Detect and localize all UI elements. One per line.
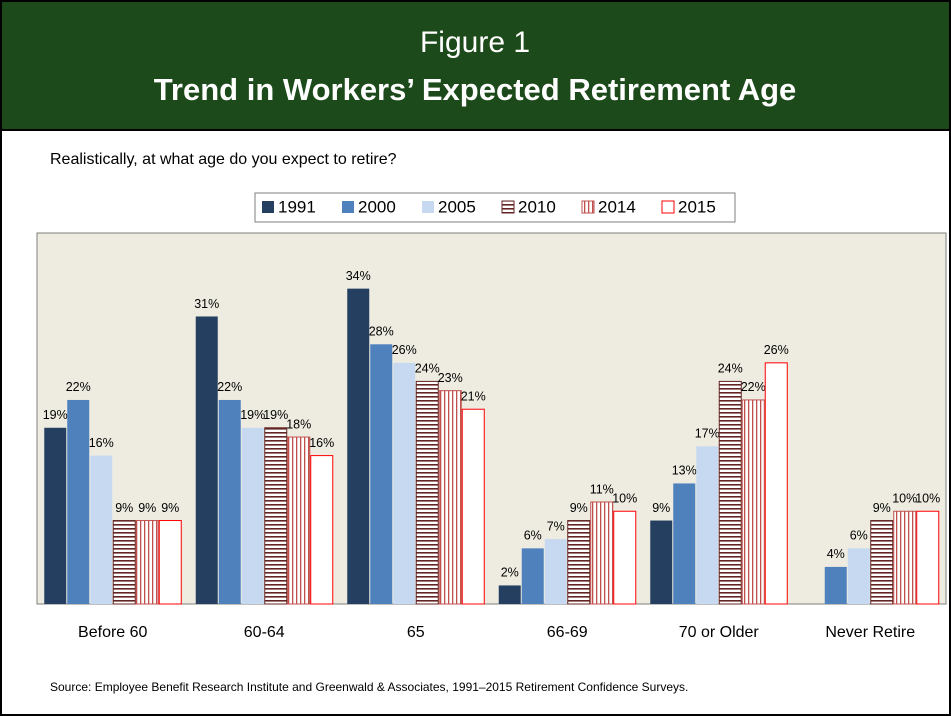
bar xyxy=(521,548,544,604)
bar xyxy=(347,288,370,604)
legend-label: 2014 xyxy=(598,197,636,216)
bar xyxy=(916,510,940,605)
data-label: 9% xyxy=(570,501,588,515)
bar xyxy=(741,399,765,605)
data-label: 19% xyxy=(263,408,288,422)
data-label: 13% xyxy=(672,464,697,478)
bar xyxy=(67,399,90,604)
legend-label: 2005 xyxy=(438,197,476,216)
bar xyxy=(135,520,159,605)
legend-label: 2015 xyxy=(678,197,716,216)
x-tick-label: 66-69 xyxy=(547,624,588,641)
data-label: 18% xyxy=(286,417,311,431)
data-label: 26% xyxy=(392,343,417,357)
legend-label: 2010 xyxy=(518,197,556,216)
data-label: 4% xyxy=(827,547,845,561)
bar xyxy=(544,539,567,604)
data-label: 22% xyxy=(741,380,766,394)
x-tick-label: 70 or Older xyxy=(679,624,760,641)
bar xyxy=(44,427,67,604)
bar xyxy=(241,427,264,604)
bar xyxy=(650,520,673,604)
bar xyxy=(393,362,416,604)
data-label: 6% xyxy=(524,529,542,543)
data-label: 9% xyxy=(652,501,670,515)
data-label: 26% xyxy=(764,343,789,357)
data-label: 23% xyxy=(438,371,463,385)
bar xyxy=(461,408,485,605)
data-label: 9% xyxy=(161,501,179,515)
data-label: 10% xyxy=(892,492,917,506)
legend-label: 2000 xyxy=(358,197,396,216)
data-label: 9% xyxy=(115,501,133,515)
bar xyxy=(847,548,870,604)
source: Source: Employee Benefit Research Instit… xyxy=(50,680,688,694)
bar xyxy=(893,510,917,605)
legend-label: 1991 xyxy=(278,197,316,216)
chart-title: Trend in Workers’ Expected Retirement Ag… xyxy=(154,72,797,107)
bar xyxy=(824,566,847,604)
bar xyxy=(370,344,393,604)
bar xyxy=(718,380,742,605)
data-label: 19% xyxy=(240,408,265,422)
data-label: 16% xyxy=(89,436,114,450)
bar xyxy=(613,510,637,605)
x-tick-label: 65 xyxy=(407,624,425,641)
bar xyxy=(870,520,894,605)
data-label: 34% xyxy=(346,269,371,283)
header xyxy=(0,0,951,131)
bar xyxy=(112,520,136,605)
x-tick-label: 60-64 xyxy=(244,624,285,641)
legend-swatch xyxy=(661,200,675,214)
subtitle: Realistically, at what age do you expect… xyxy=(50,151,397,168)
data-label: 10% xyxy=(612,492,637,506)
x-tick-label: Never Retire xyxy=(825,624,915,641)
data-label: 19% xyxy=(43,408,68,422)
legend-swatch xyxy=(581,200,595,214)
bar xyxy=(90,455,113,604)
data-label: 9% xyxy=(138,501,156,515)
legend-box xyxy=(254,192,736,223)
plot-area xyxy=(36,232,947,605)
bar xyxy=(590,501,614,605)
bar xyxy=(158,520,182,605)
bar xyxy=(764,362,788,605)
bar xyxy=(498,585,521,604)
data-label: 16% xyxy=(309,436,334,450)
legend-swatch xyxy=(342,201,354,213)
data-label: 2% xyxy=(501,566,519,580)
data-label: 17% xyxy=(695,427,720,441)
bar xyxy=(415,380,439,605)
data-label: 28% xyxy=(369,325,394,339)
x-tick-label: Before 60 xyxy=(78,624,147,641)
legend-swatch xyxy=(262,201,274,213)
bar xyxy=(438,390,462,605)
legend-swatch xyxy=(422,201,434,213)
bar xyxy=(310,455,334,605)
data-label: 6% xyxy=(850,529,868,543)
figure-label: Figure 1 xyxy=(420,26,530,59)
data-label: 7% xyxy=(547,519,565,533)
data-label: 24% xyxy=(415,362,440,376)
bar xyxy=(673,483,696,604)
data-label: 9% xyxy=(873,501,891,515)
bar xyxy=(696,446,719,604)
data-label: 31% xyxy=(194,297,219,311)
legend-swatch xyxy=(501,200,515,214)
bar xyxy=(218,399,241,604)
data-label: 22% xyxy=(217,380,242,394)
bar xyxy=(264,427,288,605)
bar xyxy=(195,316,218,604)
data-label: 21% xyxy=(461,390,486,404)
data-label: 10% xyxy=(915,492,940,506)
data-label: 11% xyxy=(590,482,614,496)
bar xyxy=(567,520,591,605)
data-label: 22% xyxy=(66,380,91,394)
bar xyxy=(287,436,311,605)
data-label: 24% xyxy=(718,362,743,376)
